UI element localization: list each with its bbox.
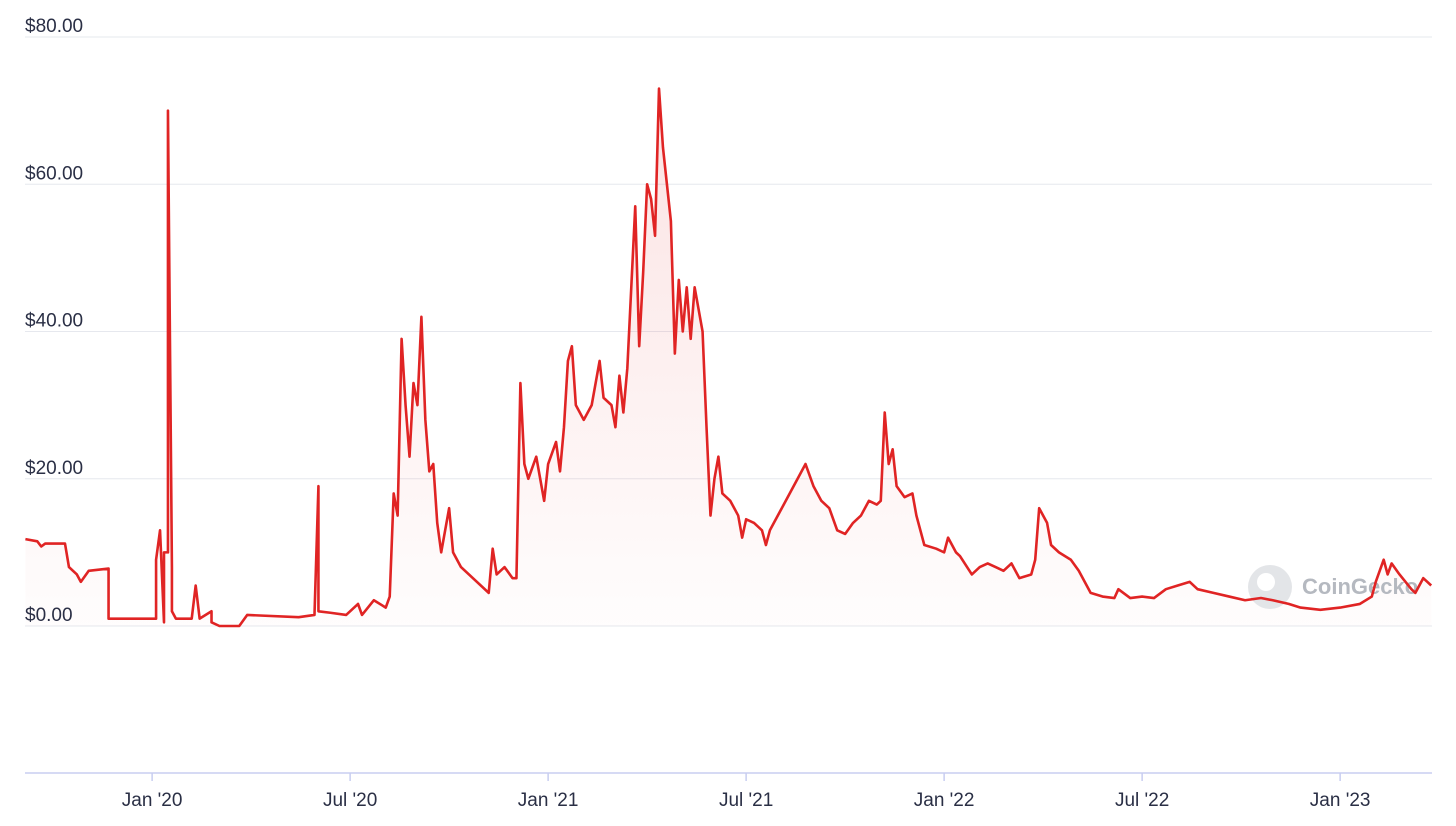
watermark-text: CoinGecko <box>1302 574 1418 599</box>
y-tick-label: $80.00 <box>25 16 83 37</box>
price-line <box>25 87 1433 628</box>
x-tick-label: Jul '20 <box>323 790 377 811</box>
x-tick-label: Jan '21 <box>518 790 579 811</box>
y-tick-label: $0.00 <box>25 605 73 626</box>
x-tick-label: Jul '22 <box>1115 790 1169 811</box>
y-tick-label: $60.00 <box>25 163 83 184</box>
watermark-logo-eye <box>1257 573 1275 591</box>
y-tick-label: $40.00 <box>25 311 83 332</box>
x-tick-label: Jan '23 <box>1310 790 1371 811</box>
y-tick-label: $20.00 <box>25 458 83 479</box>
x-tick-label: Jan '22 <box>914 790 975 811</box>
x-tick-label: Jul '21 <box>719 790 773 811</box>
x-tick-label: Jan '20 <box>122 790 183 811</box>
area-fill <box>25 88 1432 627</box>
